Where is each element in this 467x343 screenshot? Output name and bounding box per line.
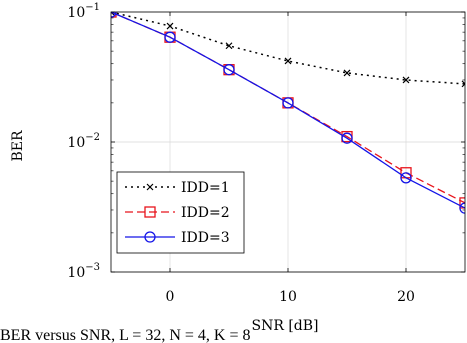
series-line [111, 12, 465, 209]
y-tick-label: 10−3 [67, 262, 100, 281]
legend-marker [144, 206, 156, 218]
legend-entry: IDD=3 [125, 230, 230, 246]
data-point [459, 197, 465, 209]
legend-marker [146, 183, 154, 191]
tick-labels: 0 10 20 10−1 10−2 10−3 [67, 2, 414, 305]
legend-label: IDD=2 [181, 205, 230, 221]
data-point [223, 64, 235, 76]
legend-entry: IDD=1 [125, 180, 230, 196]
x-tick-label: 0 [166, 289, 175, 305]
data-point [400, 172, 412, 184]
data-point [459, 202, 465, 214]
y-tick-label: 10−2 [67, 132, 100, 151]
data-point [461, 80, 465, 88]
data-point [111, 12, 115, 16]
legend-entry: IDD=2 [125, 205, 230, 221]
legend-label: IDD=1 [181, 180, 230, 196]
data-point [402, 76, 410, 84]
data-point [343, 69, 351, 77]
data-point [166, 22, 174, 30]
data-point [284, 57, 292, 65]
plot-frame [110, 11, 466, 273]
series-1 [111, 12, 465, 88]
x-tick-label: 20 [397, 289, 415, 305]
y-axis-label: BER [10, 130, 26, 162]
legend-marker [144, 231, 156, 243]
y-tick-label: 10−1 [67, 2, 100, 21]
x-tick-label: 10 [279, 289, 297, 305]
data-point [282, 97, 294, 109]
data-point [164, 31, 176, 43]
series-3 [111, 12, 465, 214]
figure-caption: BER versus SNR, L = 32, N = 4, K = 8 [0, 327, 251, 343]
x-axis-label: SNR [dB] [251, 318, 318, 334]
legend: IDD=1 IDD=2 IDD=3 [116, 171, 245, 254]
data-point [341, 132, 353, 144]
data-point [225, 42, 233, 50]
series-layer [111, 12, 465, 214]
legend-label: IDD=3 [181, 230, 230, 246]
